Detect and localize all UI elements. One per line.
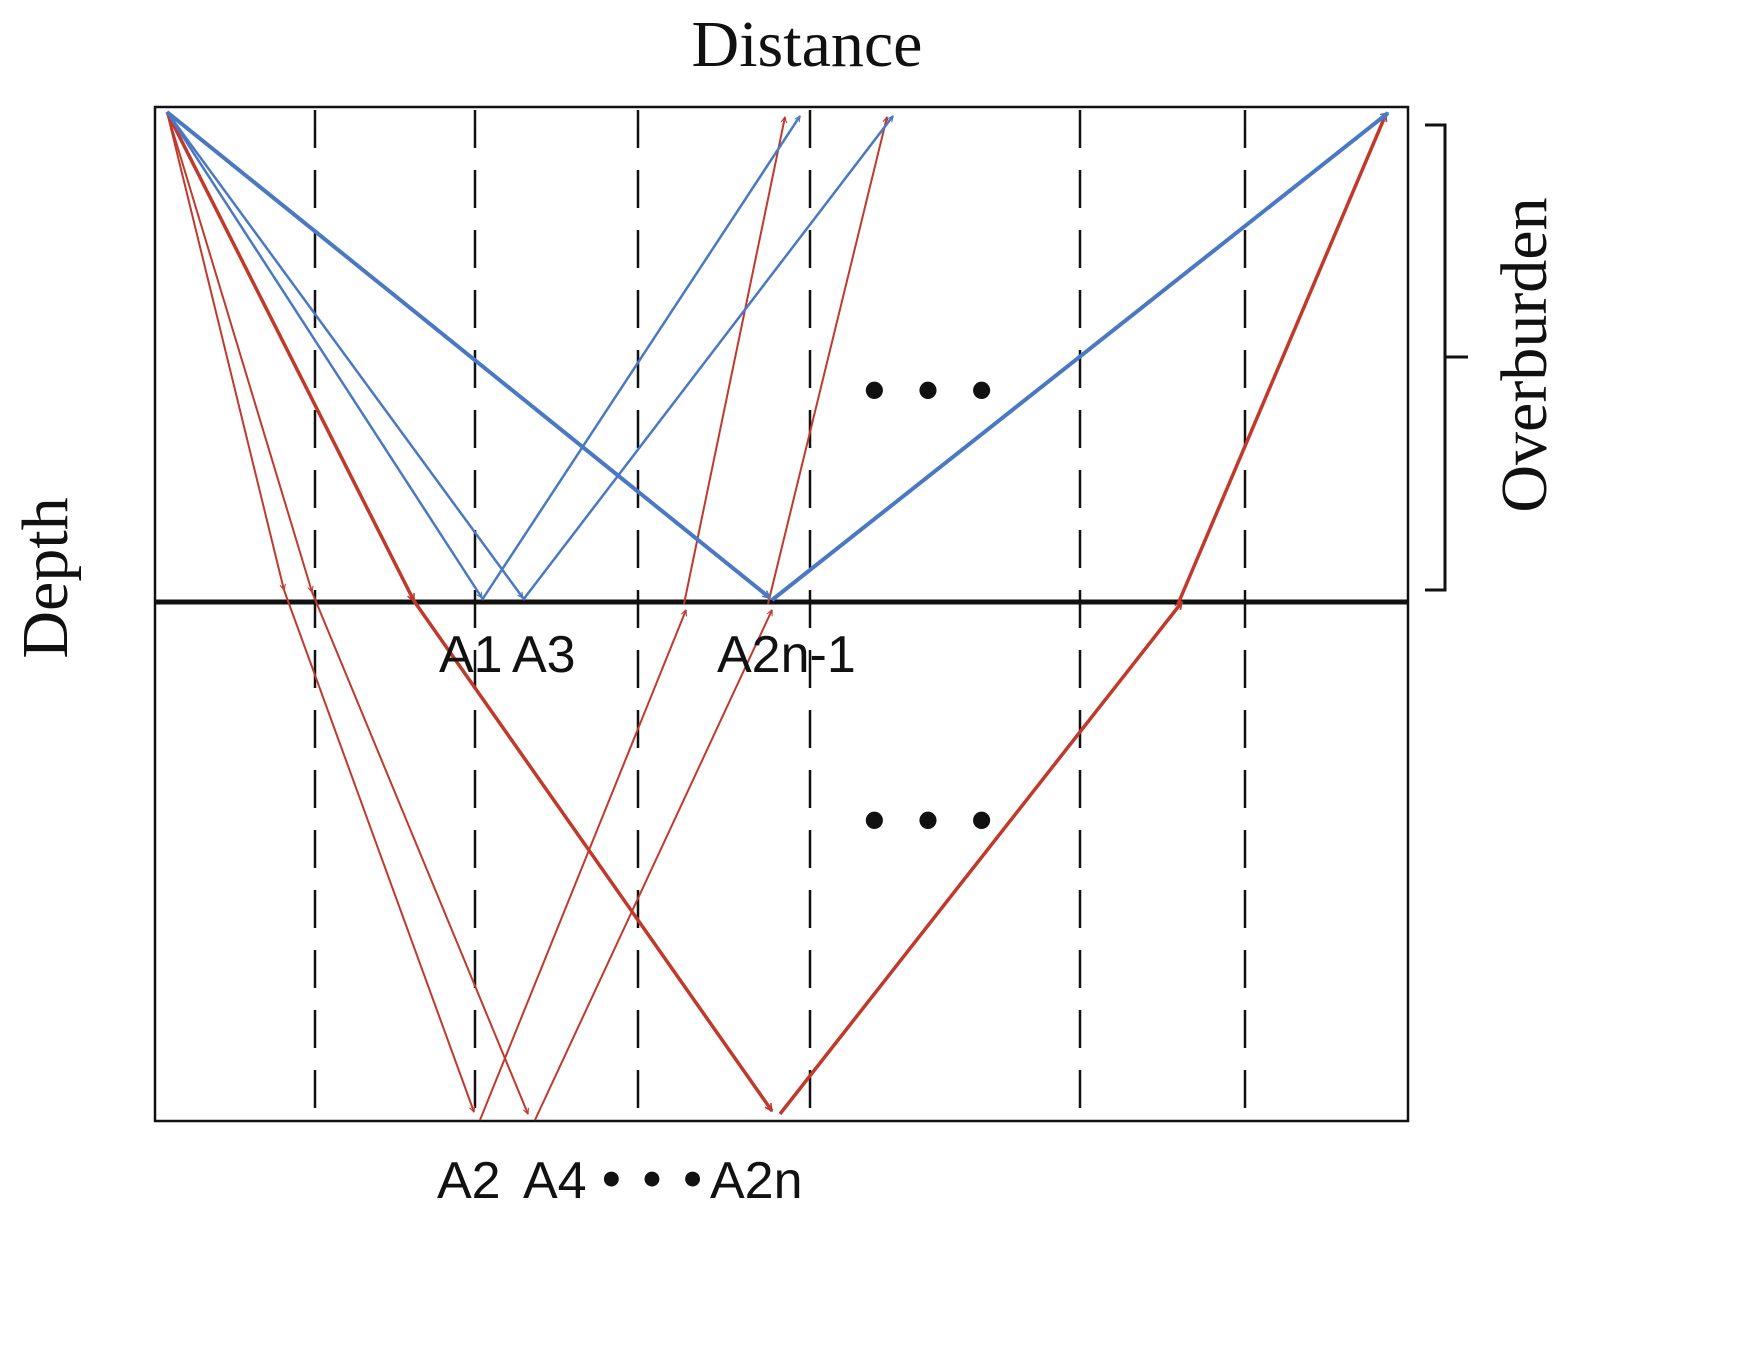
red-rays bbox=[165, 111, 1388, 1121]
red-ray bbox=[412, 599, 774, 1111]
lower-ellipsis: • • • bbox=[864, 786, 1000, 853]
label-a3: A3 bbox=[512, 626, 576, 684]
red-ray bbox=[311, 591, 528, 1114]
bottom-ellipsis: • • • bbox=[602, 1150, 706, 1208]
upper-ellipsis: • • • bbox=[864, 356, 1000, 423]
diagram-frame bbox=[153, 105, 1410, 1123]
red-ray bbox=[166, 111, 284, 590]
overburden-label: Overburden bbox=[1488, 197, 1561, 512]
red-ray bbox=[534, 610, 773, 1121]
depth-label: Depth bbox=[9, 497, 82, 658]
red-ray bbox=[778, 602, 1184, 1116]
label-a4: A4 bbox=[523, 1152, 587, 1210]
dashed-verticals bbox=[313, 110, 1247, 1120]
label-a2n-minus-1: A2n-1 bbox=[717, 626, 856, 684]
red-ray bbox=[166, 111, 312, 592]
blue-ray bbox=[522, 116, 894, 601]
blue-ray bbox=[165, 111, 484, 598]
red-ray bbox=[283, 589, 474, 1112]
blue-ray bbox=[165, 111, 525, 598]
label-a1: A1 bbox=[439, 626, 503, 684]
distance-label: Distance bbox=[692, 8, 923, 81]
label-a2: A2 bbox=[437, 1152, 501, 1210]
blue-ray bbox=[770, 111, 1388, 602]
red-ray bbox=[767, 117, 887, 605]
red-ray bbox=[479, 610, 686, 1121]
blue-rays bbox=[165, 110, 1388, 602]
label-a2n: A2n bbox=[710, 1152, 803, 1210]
red-ray bbox=[165, 111, 416, 601]
overburden-bracket bbox=[1425, 123, 1468, 592]
red-ray bbox=[1176, 114, 1388, 605]
red-ray bbox=[683, 117, 785, 605]
blue-ray bbox=[165, 110, 770, 600]
blue-ray bbox=[480, 116, 802, 601]
